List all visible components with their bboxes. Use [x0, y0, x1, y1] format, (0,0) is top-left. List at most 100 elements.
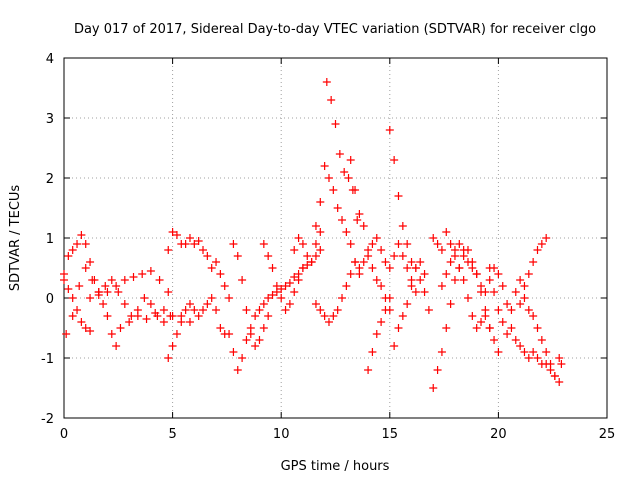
data-point: [498, 282, 507, 290]
data-point: [259, 300, 268, 308]
series-arc-v: [437, 240, 507, 296]
data-point: [494, 270, 503, 278]
data-point: [233, 252, 242, 260]
data-point: [298, 240, 307, 248]
data-point: [220, 282, 229, 290]
data-point: [481, 288, 490, 296]
data-point: [311, 300, 320, 308]
data-point: [446, 258, 455, 266]
data-point: [411, 288, 420, 296]
y-tick-label: 4: [46, 52, 54, 67]
data-point: [450, 276, 459, 284]
data-point: [557, 360, 566, 368]
data-point: [177, 318, 186, 326]
data-point: [251, 312, 260, 320]
data-point: [281, 282, 290, 290]
data-point: [537, 240, 546, 248]
series-arc-m: [311, 270, 355, 326]
data-point: [164, 354, 173, 362]
data-point: [468, 312, 477, 320]
series-arc-b: [60, 276, 95, 335]
data-point: [372, 234, 381, 242]
data-point: [107, 330, 116, 338]
data-point: [203, 252, 212, 260]
data-point: [516, 300, 525, 308]
data-point: [420, 270, 429, 278]
series-arc-l: [311, 162, 364, 278]
data-point: [64, 252, 73, 260]
gridlines: [64, 58, 607, 418]
data-point: [290, 288, 299, 296]
data-point: [73, 306, 82, 314]
data-point: [207, 294, 216, 302]
data-point: [485, 264, 494, 272]
data-point: [351, 186, 360, 194]
data-point: [81, 324, 90, 332]
data-point: [142, 315, 151, 323]
data-point: [516, 276, 525, 284]
data-point: [353, 216, 362, 224]
data-point: [390, 252, 399, 260]
data-point: [520, 294, 529, 302]
data-point: [394, 240, 403, 248]
data-point: [407, 258, 416, 266]
y-tick-label: -2: [41, 412, 54, 427]
series-arc-d: [86, 267, 173, 302]
data-point: [303, 261, 312, 269]
data-point: [81, 240, 90, 248]
series-arc-g: [164, 294, 229, 362]
data-point: [394, 192, 403, 200]
data-point: [311, 252, 320, 260]
data-point: [459, 246, 468, 254]
data-point: [494, 348, 503, 356]
data-point: [75, 282, 84, 290]
data-point: [199, 246, 208, 254]
data-point: [359, 258, 368, 266]
data-point: [477, 318, 486, 326]
data-point: [433, 366, 442, 374]
data-point: [112, 282, 121, 290]
data-point: [385, 126, 394, 134]
data-point: [311, 240, 320, 248]
data-point: [168, 228, 177, 236]
data-point: [88, 276, 97, 284]
data-point: [320, 162, 329, 170]
data-point: [86, 327, 95, 335]
data-point: [385, 294, 394, 302]
series-arc-c: [62, 264, 175, 338]
data-point: [194, 237, 203, 245]
data-point: [333, 306, 342, 314]
data-point: [62, 330, 71, 338]
data-point: [77, 318, 86, 326]
series-arc-o: [346, 156, 394, 314]
data-point: [344, 174, 353, 182]
data-point: [103, 312, 112, 320]
data-point: [429, 384, 438, 392]
data-point: [68, 246, 77, 254]
y-tick-label: -1: [41, 352, 54, 367]
data-point: [520, 282, 529, 290]
data-point: [242, 306, 251, 314]
data-point: [86, 258, 95, 266]
y-tick-label: 0: [46, 292, 54, 307]
data-point: [146, 267, 155, 275]
data-point: [146, 300, 155, 308]
series-arc-w: [485, 264, 564, 380]
data-point: [381, 258, 390, 266]
data-point: [429, 234, 438, 242]
data-point: [529, 348, 538, 356]
series-arc-u: [429, 228, 494, 332]
data-point: [303, 252, 312, 260]
data-point: [355, 210, 364, 218]
x-tick-label: 5: [168, 427, 176, 442]
data-point: [255, 306, 264, 314]
data-point: [259, 324, 268, 332]
series-arc-x: [503, 234, 551, 314]
data-point: [542, 348, 551, 356]
data-point: [403, 264, 412, 272]
data-point: [322, 78, 331, 86]
data-point: [164, 288, 173, 296]
data-point: [64, 285, 73, 293]
data-point: [416, 258, 425, 266]
data-point: [490, 336, 499, 344]
